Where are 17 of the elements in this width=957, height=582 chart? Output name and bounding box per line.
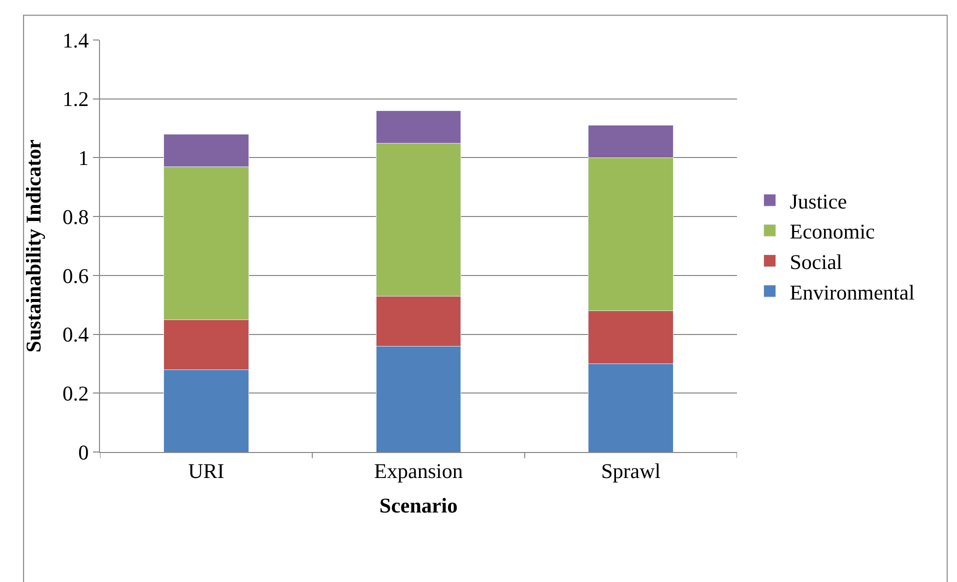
y-tick-label: 0.8 [62, 204, 89, 229]
legend-label: Economic [790, 220, 875, 244]
y-tick-label: 0.4 [62, 322, 90, 347]
x-tick-label: Expansion [374, 459, 464, 484]
y-axis-title: Sustainability Indicator [22, 140, 46, 352]
x-axis-title: Scenario [379, 493, 458, 518]
y-tick-label: 0.2 [62, 381, 89, 406]
y-tick-label: 0.6 [62, 264, 89, 288]
legend-label: Environmental [790, 280, 915, 304]
y-tick-label: 1 [78, 146, 89, 170]
x-tick-label: Sprawl [601, 459, 661, 484]
legend-label: Justice [790, 189, 847, 214]
x-tick-label: URI [188, 459, 224, 484]
y-tick-label: 0 [78, 440, 89, 464]
y-tick-label: 1.2 [62, 87, 89, 112]
legend-label: Social [790, 250, 842, 274]
y-tick-label: 1.4 [62, 28, 90, 52]
